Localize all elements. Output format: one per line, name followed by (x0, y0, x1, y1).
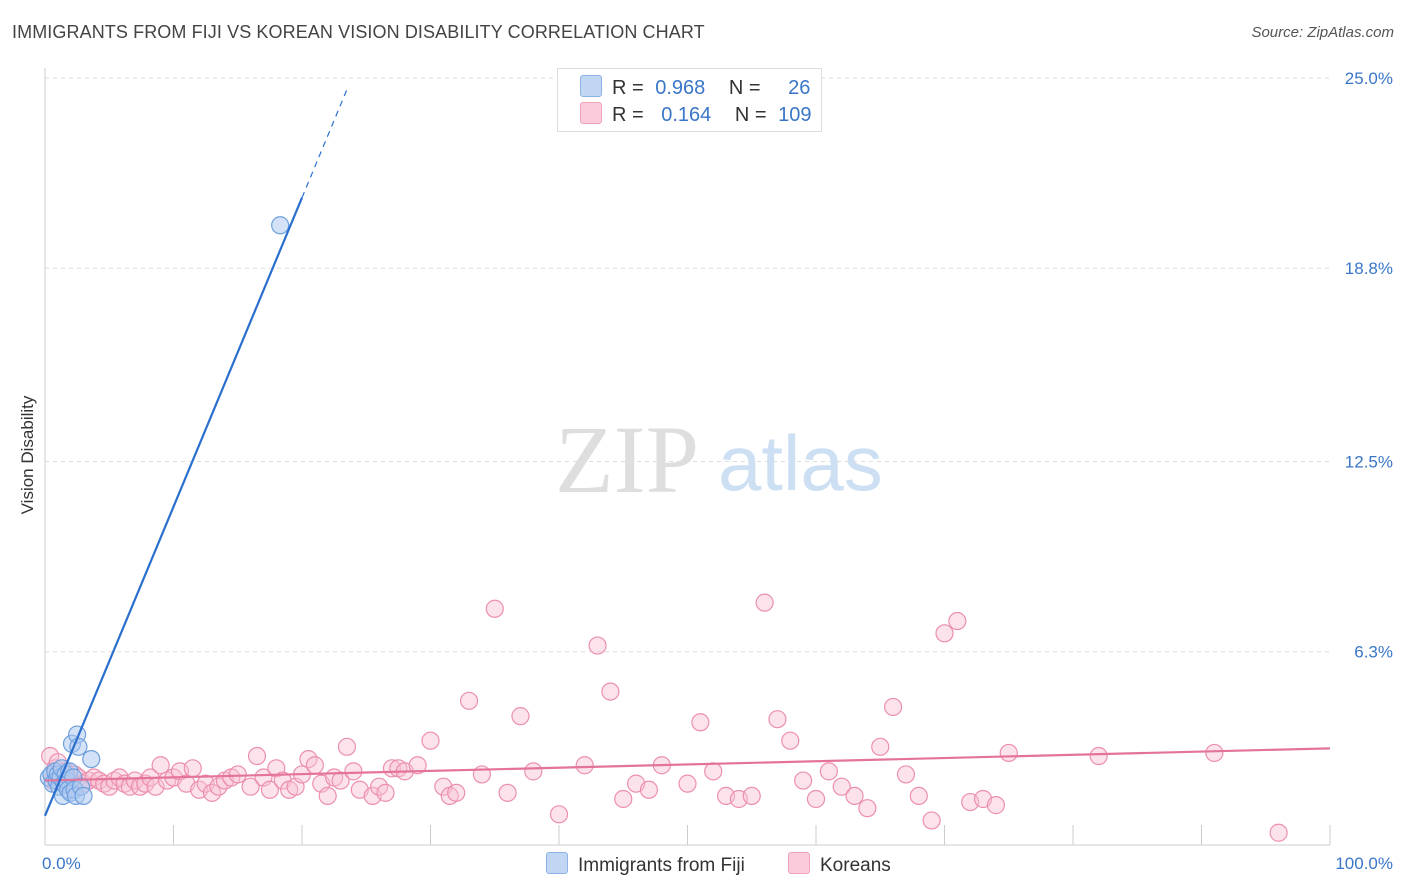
korean-point (742, 786, 761, 806)
korean-point (485, 599, 504, 618)
korean-point (794, 771, 813, 790)
fiji-points (39, 216, 290, 806)
korean-point (999, 743, 1018, 763)
korean-point (459, 691, 479, 710)
korean-point (228, 765, 247, 784)
bottom-legend-label-fiji: Immigrants from Fiji (578, 855, 745, 876)
korean-point (524, 762, 543, 781)
korean-point (768, 710, 787, 729)
korean-point (845, 786, 864, 806)
korean-point (678, 774, 697, 793)
fiji-point (82, 749, 101, 769)
korean-point (588, 636, 607, 655)
watermark-atlas: atlas (718, 419, 883, 507)
legend-r-value-koreans: 0.164 (661, 104, 712, 126)
korean-point (344, 762, 363, 781)
watermark-zip: ZIP (555, 406, 699, 513)
korean-point (986, 796, 1006, 815)
axes (44, 68, 1331, 846)
korean-point (806, 789, 826, 809)
korean-point (781, 731, 800, 750)
korean-point (318, 786, 337, 806)
legend-n-value-koreans: 109 (778, 104, 812, 126)
korean-point (408, 756, 427, 775)
korean-point (511, 707, 530, 726)
legend-n-value-fiji: 26 (788, 77, 811, 99)
korean-point (183, 759, 202, 778)
legend-r-value-fiji: 0.968 (655, 77, 706, 99)
korean-point (89, 771, 109, 790)
korean-point (948, 611, 967, 631)
koreans-trend-line (44, 747, 1331, 782)
chart-title: IMMIGRANTS FROM FIJI VS KOREAN VISION DI… (12, 22, 705, 42)
grid-lines (45, 77, 1330, 653)
fiji-point (74, 786, 93, 806)
bottom-legend-swatch-koreans (788, 852, 810, 874)
fiji-point (69, 737, 88, 756)
fiji-trend-line (43, 197, 304, 817)
korean-point (247, 746, 267, 766)
legend-row-fiji: R = 0.968 N = 26 (580, 75, 810, 101)
korean-point (883, 697, 903, 717)
x-tick-label-min: 0.0% (42, 854, 81, 873)
korean-point (376, 783, 395, 802)
legend-row-koreans: R = 0.164 N = 109 (580, 102, 812, 128)
korean-point (1205, 743, 1224, 763)
korean-point (832, 777, 851, 796)
korean-point (1269, 823, 1288, 842)
bottom-legend-koreans: Koreans (788, 852, 891, 877)
bottom-legend-fiji: Immigrants from Fiji (546, 852, 745, 877)
watermark: ZIP atlas (555, 406, 883, 513)
korean-point (498, 783, 517, 802)
y-tick-label: 12.5% (1345, 453, 1393, 472)
source-label: Source: ZipAtlas.com (1251, 24, 1394, 41)
y-tick-label: 6.3% (1354, 643, 1393, 662)
y-tick-label: 18.8% (1345, 259, 1393, 278)
korean-point (858, 799, 877, 818)
korean-point (105, 771, 124, 790)
bottom-legend-swatch-fiji (546, 852, 568, 874)
korean-point (421, 731, 440, 750)
x-tick-label-max: 100.0% (1335, 854, 1393, 873)
koreans-points (41, 593, 1288, 842)
korean-point (935, 624, 954, 643)
legend-n-label: N = (728, 77, 761, 99)
korean-point (614, 789, 633, 809)
korean-point (755, 593, 774, 612)
korean-point (151, 756, 170, 775)
y-tick-label: 25.0% (1345, 69, 1393, 88)
korean-point (447, 783, 466, 802)
legend-swatch-koreans (580, 102, 602, 124)
fiji-trend-extension (301, 89, 348, 198)
trend-lines (43, 89, 1331, 817)
korean-point (922, 811, 941, 830)
korean-point (305, 756, 324, 775)
legend-r-label: R = (612, 77, 644, 99)
korean-point (909, 786, 928, 806)
korean-point (241, 777, 260, 796)
korean-point (549, 805, 569, 824)
legend-r-label: R = (612, 104, 644, 126)
korean-point (601, 682, 620, 701)
korean-point (84, 768, 103, 787)
legend-swatch-fiji (580, 75, 602, 97)
korean-point (575, 756, 594, 775)
korean-point (260, 780, 279, 799)
legend-n-label: N = (734, 104, 767, 126)
korean-point (691, 713, 710, 732)
korean-point (337, 737, 357, 756)
korean-point (639, 780, 659, 799)
y-axis-label: Vision Disability (18, 395, 37, 514)
korean-point (1089, 746, 1108, 766)
tick-labels: 6.3% 12.5% 18.8% 25.0% 0.0% 100.0% (42, 69, 1393, 873)
korean-point (819, 762, 838, 781)
korean-point (871, 737, 890, 756)
bottom-legend-label-koreans: Koreans (820, 855, 891, 876)
korean-point (896, 765, 916, 784)
fiji-point (271, 216, 290, 235)
legend: R = 0.968 N = 26 R = 0.164 N = 109 (557, 68, 822, 132)
korean-point (704, 762, 723, 781)
